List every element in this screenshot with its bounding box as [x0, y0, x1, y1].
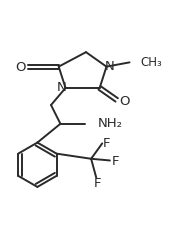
Text: F: F [103, 136, 111, 149]
Text: F: F [112, 154, 119, 167]
Text: F: F [94, 177, 102, 190]
Text: CH₃: CH₃ [141, 55, 162, 68]
Text: N: N [105, 60, 114, 73]
Text: O: O [16, 61, 26, 74]
Text: O: O [119, 95, 130, 108]
Text: N: N [56, 81, 66, 94]
Text: NH₂: NH₂ [98, 117, 123, 130]
